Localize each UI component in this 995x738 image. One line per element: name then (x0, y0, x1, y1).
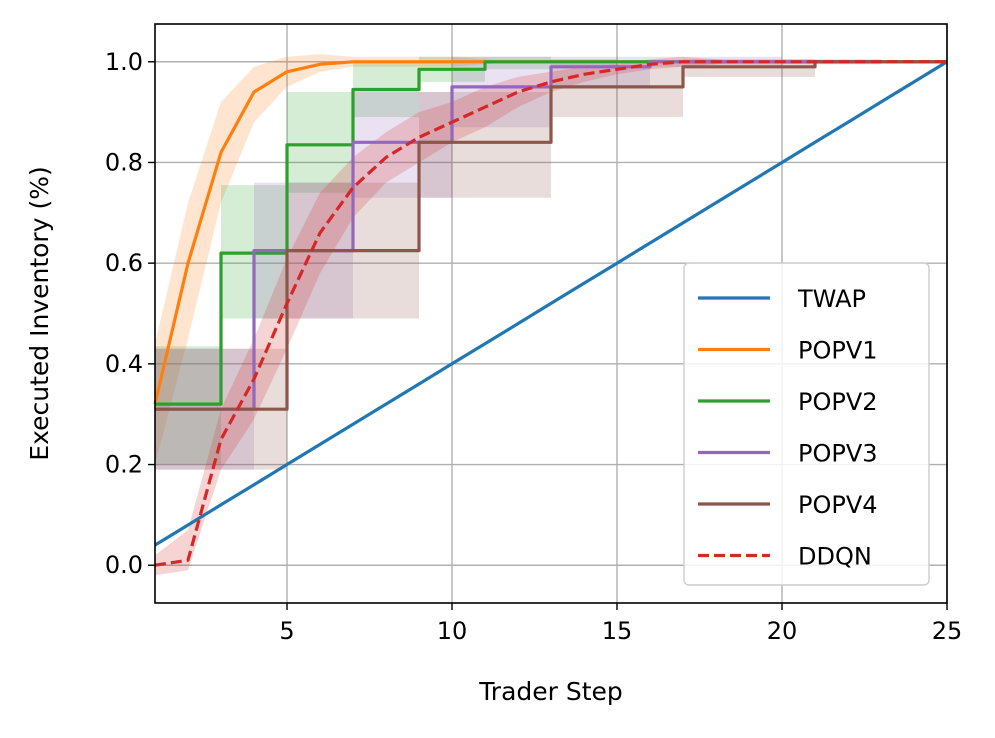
x-tick-label: 15 (602, 617, 633, 645)
x-tick-label: 25 (932, 617, 963, 645)
y-tick-label: 0.0 (105, 551, 143, 579)
y-tick-label: 0.8 (105, 148, 143, 176)
series-line-popv3 (155, 60, 947, 411)
legend-label-twap: TWAP (797, 285, 866, 313)
x-tick-label: 5 (279, 617, 294, 645)
y-tick-label: 0.2 (105, 451, 143, 479)
y-tick-label: 0.4 (105, 350, 143, 378)
legend-label-popv4: POPV4 (798, 491, 878, 519)
y-tick-label: 1.0 (105, 48, 143, 76)
legend-label-popv1: POPV1 (798, 337, 878, 365)
band-popv1 (155, 54, 947, 465)
series-line-twap (154, 60, 948, 547)
x-tick-label: 10 (437, 617, 468, 645)
legend: TWAP POPV1 POPV2 POPV3 POPV4 DDQN (683, 262, 930, 586)
series-line-popv4 (155, 60, 947, 411)
legend-label-popv2: POPV2 (798, 388, 878, 416)
ticks: 5 10 15 20 25 0.0 0.2 0.4 0.6 0.8 1.0 (105, 48, 962, 645)
x-tick-label: 20 (767, 617, 798, 645)
legend-label-ddqn: DDQN (798, 543, 872, 571)
plot-frame (154, 23, 948, 604)
series-line-ddqn (154, 60, 947, 567)
x-axis-label: Trader Step (478, 677, 623, 706)
y-axis-label: Executed Inventory (%) (25, 166, 54, 460)
legend-label-popv3: POPV3 (798, 440, 878, 468)
series-lines (153, 60, 948, 567)
y-tick-label: 0.6 (105, 249, 143, 277)
